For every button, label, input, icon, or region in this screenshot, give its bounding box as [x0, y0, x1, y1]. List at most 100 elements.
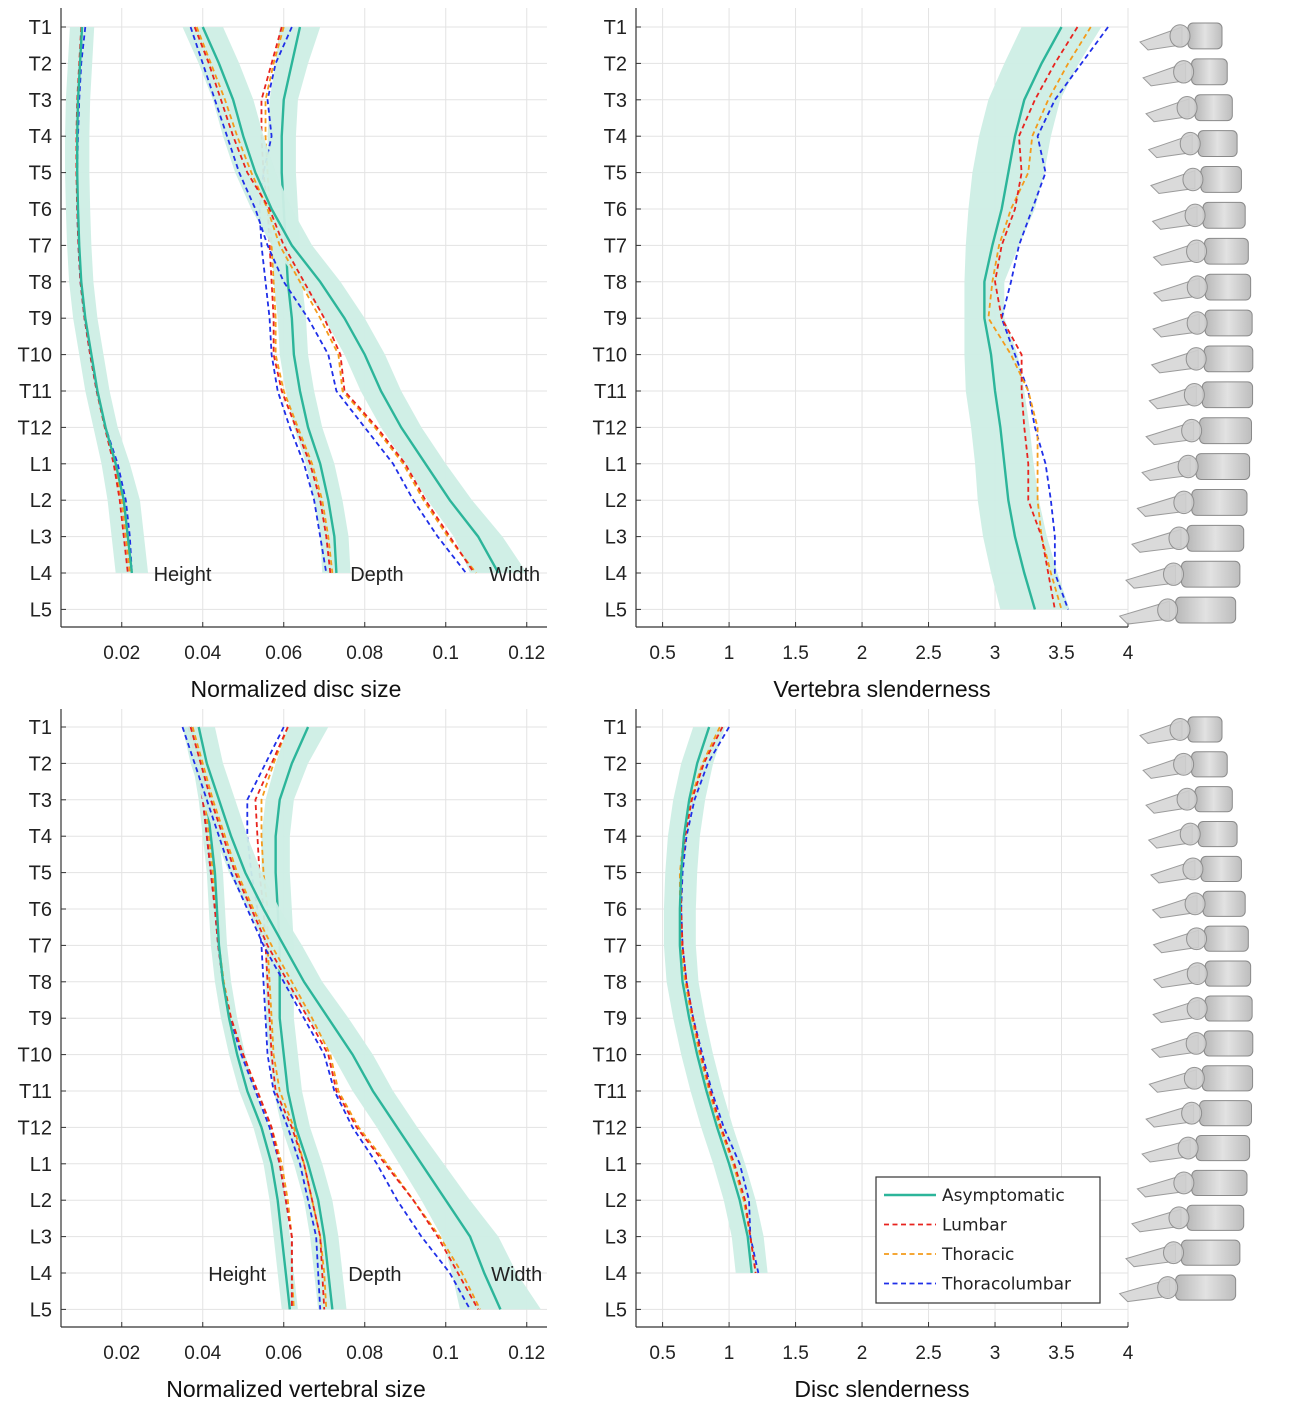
series-line-lumbar: [680, 726, 757, 1274]
vertebra-facet: [1186, 962, 1208, 986]
vertebra-facet: [1183, 1066, 1205, 1090]
y-tick-label: T2: [29, 753, 52, 775]
vertebra-facet: [1186, 997, 1208, 1020]
y-tick-label: T9: [604, 1008, 627, 1030]
vertebra-facet: [1186, 239, 1208, 263]
vertebra-facet: [1184, 892, 1206, 916]
vertebra-body: [1202, 890, 1246, 917]
y-tick-label: T5: [29, 163, 52, 185]
vertebra-body: [1203, 1030, 1254, 1057]
vertebra-facet: [1168, 1206, 1190, 1230]
series-line-thoracic: [987, 26, 1092, 610]
y-tick-label: T12: [18, 417, 52, 439]
vertebra-body: [1175, 596, 1237, 624]
group-height: [182, 726, 298, 1310]
y-tick-label: T9: [29, 308, 52, 330]
vertebra-facet: [1186, 927, 1208, 951]
vertebra-facet: [1173, 60, 1195, 84]
series-line-lumbar: [193, 26, 475, 574]
y-tick-label: T6: [604, 899, 627, 921]
y-tick-label: T7: [604, 935, 627, 957]
series-line-thoracic: [189, 726, 295, 1310]
annotation-height: Height: [154, 564, 212, 586]
legend-label: Asymptomatic: [942, 1186, 1065, 1206]
panel-vertebral-size: 0.02 0.04 0.06 0.08 0.1 0.12 T1 T2 T3 T4 T5 T6 T7 T8 T…: [18, 709, 547, 1402]
vertebra-body: [1194, 786, 1233, 813]
y-tick-label: T5: [29, 863, 52, 885]
y-tick-label: L1: [30, 454, 52, 476]
vertebra-facet: [1169, 718, 1191, 741]
legend: Asymptomatic Lumbar Thoracic Thoracolumbar: [875, 1176, 1101, 1304]
y-tick-label: L2: [605, 1190, 627, 1212]
y-tick-label: T9: [604, 308, 627, 330]
vertebra-facet: [1173, 752, 1195, 776]
vertebra-body: [1199, 417, 1253, 445]
y-tick-label: T6: [29, 199, 52, 221]
y-tick-label: L5: [30, 599, 52, 621]
x-tick-label: 0.1: [433, 1343, 459, 1364]
y-tick-label: T2: [604, 53, 627, 75]
series-line-thoracolumbar: [1000, 26, 1109, 610]
series-line-lumbar: [189, 726, 479, 1310]
vertebra-facet: [1169, 24, 1191, 48]
vertebra-body: [1201, 381, 1254, 409]
series-layer: [964, 26, 1109, 610]
x-tick-label: 0.12: [508, 643, 545, 664]
vertebra-facet: [1186, 311, 1208, 335]
series-line-asymptomatic: [189, 726, 292, 1310]
y-tick-label: L3: [30, 527, 52, 549]
vertebra-facet: [1182, 167, 1204, 192]
vertebra-facet: [1163, 1241, 1185, 1265]
x-tick-label: 2.5: [915, 1343, 941, 1364]
y-tick-label: T11: [594, 381, 627, 403]
group-width: [181, 726, 541, 1310]
x-tick-label: 3: [990, 643, 1001, 664]
annotation-depth: Depth: [350, 564, 403, 586]
x-tick-label: 0.06: [265, 643, 302, 664]
y-tick-label: T4: [29, 126, 52, 148]
y-tick-label: T9: [29, 1008, 52, 1030]
x-tick-label: 3.5: [1048, 643, 1074, 664]
y-tick-label: T12: [593, 417, 627, 439]
asymptomatic-band: [65, 27, 149, 573]
x-tick-label: 2: [857, 643, 868, 664]
x-tick-label: 1: [724, 643, 735, 664]
series-line-lumbar: [187, 726, 293, 1310]
vertebra-facet: [1184, 203, 1206, 228]
group-slenderness: [663, 726, 768, 1274]
vertebra-facet: [1157, 598, 1179, 622]
x-tick-label: 3: [990, 1343, 1001, 1364]
vertebra-facet: [1168, 526, 1190, 551]
vertebra-facet: [1176, 787, 1198, 811]
series-line-thoracic: [191, 726, 481, 1310]
group-depth: [246, 726, 347, 1310]
y-tick-label: T5: [604, 163, 627, 185]
vertebra-body: [1204, 960, 1252, 987]
annotation-width: Width: [491, 1264, 542, 1286]
vertebra-body: [1204, 995, 1253, 1022]
y-tick-label: L3: [605, 1227, 627, 1249]
asymptomatic-band: [261, 727, 347, 1310]
x-axis-label: Normalized disc size: [191, 676, 402, 702]
y-tick-label: T8: [29, 972, 52, 994]
y-tick-label: T11: [19, 1081, 52, 1103]
y-tick-label: L3: [605, 527, 627, 549]
spine-illustration-top: [1118, 22, 1254, 625]
vertebra-facet: [1185, 1031, 1207, 1055]
vertebra-facet: [1181, 418, 1203, 443]
y-tick-label: T11: [19, 381, 52, 403]
series-line-asymptomatic: [75, 26, 134, 574]
asymptomatic-band: [663, 727, 768, 1273]
series-line-thoracolumbar: [258, 26, 328, 574]
y-tick-label: T6: [29, 899, 52, 921]
x-tick-label: 2.5: [915, 643, 941, 664]
y-tick-label: T7: [29, 235, 52, 257]
vertebra-facet: [1176, 95, 1198, 120]
vertebra-facet: [1182, 857, 1204, 881]
x-tick-label: 1.5: [782, 1343, 808, 1364]
vertebra-body: [1200, 855, 1242, 883]
y-tick-label: L4: [605, 1263, 627, 1285]
x-tick-label: 4: [1123, 1343, 1134, 1364]
y-tick-label: L5: [30, 1299, 52, 1321]
legend-label: Thoracic: [941, 1245, 1014, 1265]
